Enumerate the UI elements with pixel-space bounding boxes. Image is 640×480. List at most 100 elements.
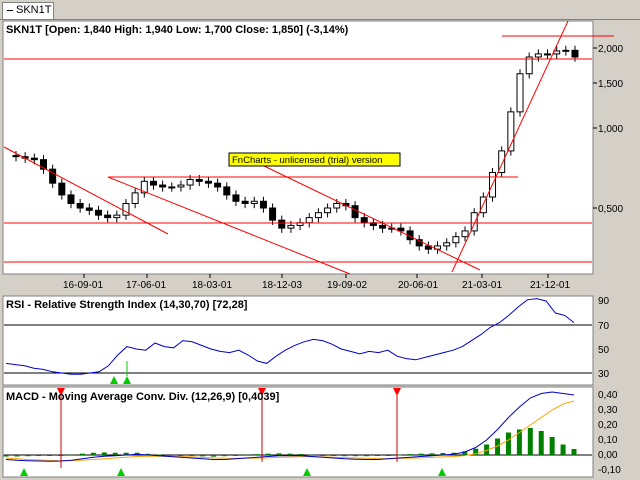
price-series — [12, 45, 579, 254]
candle-body — [452, 236, 460, 244]
macd-histogram-bar — [167, 455, 173, 456]
macd-histogram-bar — [549, 437, 555, 455]
price-panel-title: SKN1T [Open: 1,840 High: 1,940 Low: 1,70… — [6, 24, 349, 36]
price-y-axis — [593, 47, 597, 209]
buy-marker-1 — [20, 468, 28, 476]
macd-panel-title: MACD - Moving Average Conv. Div. (12,26,… — [6, 391, 280, 403]
macd-histogram-bar — [527, 428, 533, 455]
rsi-y-tick-70: 70 — [598, 321, 610, 332]
candle-body — [534, 53, 542, 58]
candle-body — [241, 200, 249, 204]
candle-body — [278, 219, 286, 229]
macd-histogram-bar — [363, 455, 369, 457]
price-y-tick-2000: 2,000 — [598, 44, 623, 55]
price-y-tick-1500: 1,500 — [598, 79, 623, 90]
macd-histogram-bar — [69, 454, 75, 456]
candle-body — [195, 179, 203, 182]
candle-body — [177, 184, 185, 188]
candle-body — [58, 182, 66, 196]
candle-body — [259, 200, 267, 209]
price-panel[interactable] — [2, 20, 594, 275]
macd-histogram-bar — [25, 455, 31, 457]
macd-histogram-bar — [560, 444, 566, 455]
macd-histogram-bar — [3, 455, 9, 457]
macd-histogram-bar — [440, 453, 446, 455]
macd-histogram-bar — [571, 449, 577, 455]
macd-histogram-bar — [331, 455, 337, 456]
macd-histogram-bar — [538, 431, 544, 455]
macd-histogram-bar — [429, 453, 435, 455]
candle-body — [360, 217, 368, 224]
macd-histogram-bar — [342, 455, 348, 457]
tab-divider — [0, 19, 640, 20]
macd-histogram-bar — [407, 454, 413, 456]
macd-histogram-bar — [276, 453, 282, 455]
macd-histogram-bar — [462, 451, 468, 455]
candle-body — [104, 214, 112, 219]
candle-body — [314, 212, 322, 219]
candle-body — [305, 217, 313, 224]
symbol-tab[interactable]: SKN1T — [2, 2, 54, 19]
macd-histogram-bar — [211, 455, 217, 457]
candle-body — [168, 186, 176, 189]
candle-body — [30, 157, 38, 161]
macd-histogram-bar — [221, 455, 227, 457]
candle-body — [415, 239, 423, 247]
macd-histogram-bar — [14, 455, 20, 457]
candle-body — [516, 73, 524, 113]
candle-body — [67, 194, 75, 204]
candle-body — [85, 207, 93, 211]
candle-body — [333, 202, 341, 209]
macd-y-tick-neg010: -0,10 — [598, 465, 621, 476]
macd-histogram-bar — [101, 452, 107, 455]
watermark-text: FnCharts - unlicensed (trial) version — [232, 155, 382, 166]
macd-y-tick-030: 0,30 — [598, 405, 618, 416]
macd-histogram-bar — [516, 429, 522, 455]
macd-histogram-bar — [123, 452, 129, 455]
macd-histogram-bar — [418, 453, 424, 455]
candle-body — [470, 212, 478, 232]
macd-histogram-bar — [385, 455, 391, 456]
rsi-buy-marker-2 — [123, 376, 131, 384]
candle-body — [214, 182, 222, 188]
macd-histogram-bar — [47, 455, 53, 456]
x-tick-2: 17-06-01 — [126, 280, 166, 291]
candle-body — [186, 179, 194, 186]
candle-body — [507, 111, 515, 152]
candle-body — [223, 186, 231, 196]
rsi-y-tick-90: 90 — [598, 296, 610, 307]
macd-histogram-bar — [79, 453, 85, 455]
downtrend-line-3 — [261, 164, 481, 271]
x-tick-1: 16-09-01 — [63, 280, 103, 291]
candle-body — [113, 214, 121, 219]
symbol-tab-label: SKN1T — [16, 4, 52, 16]
x-tick-3: 18-03-01 — [192, 280, 232, 291]
macd-y-tick-020: 0,20 — [598, 420, 618, 431]
price-y-tick-1000: 1,000 — [598, 124, 623, 135]
x-tick-8: 21-12-01 — [530, 280, 570, 291]
macd-histogram-bar — [353, 455, 359, 457]
macd-histogram-bar — [36, 455, 42, 457]
candle-body — [122, 202, 130, 216]
watermark-box — [228, 152, 401, 167]
macd-histogram-bar — [298, 453, 304, 455]
macd-histogram-bar — [265, 453, 271, 455]
x-tick-6: 20-06-01 — [398, 280, 438, 291]
macd-histogram-bar — [495, 438, 501, 455]
rsi-buy-marker-1 — [110, 376, 118, 384]
candle-body — [287, 224, 295, 229]
macd-histogram-bar — [189, 455, 195, 457]
macd-histogram-bar — [254, 454, 260, 456]
candle-body — [140, 180, 148, 194]
downtrend-line-1 — [3, 146, 169, 235]
uptrend-line — [451, 20, 569, 273]
candle-body — [232, 194, 240, 202]
macd-histogram-bar — [374, 455, 380, 456]
sell-marker-2 — [258, 388, 266, 396]
rsi-line — [5, 298, 575, 375]
candle-body — [562, 49, 570, 52]
macd-histogram-bar — [473, 448, 479, 455]
candle-body — [324, 207, 332, 214]
macd-histogram-bar — [90, 452, 96, 455]
